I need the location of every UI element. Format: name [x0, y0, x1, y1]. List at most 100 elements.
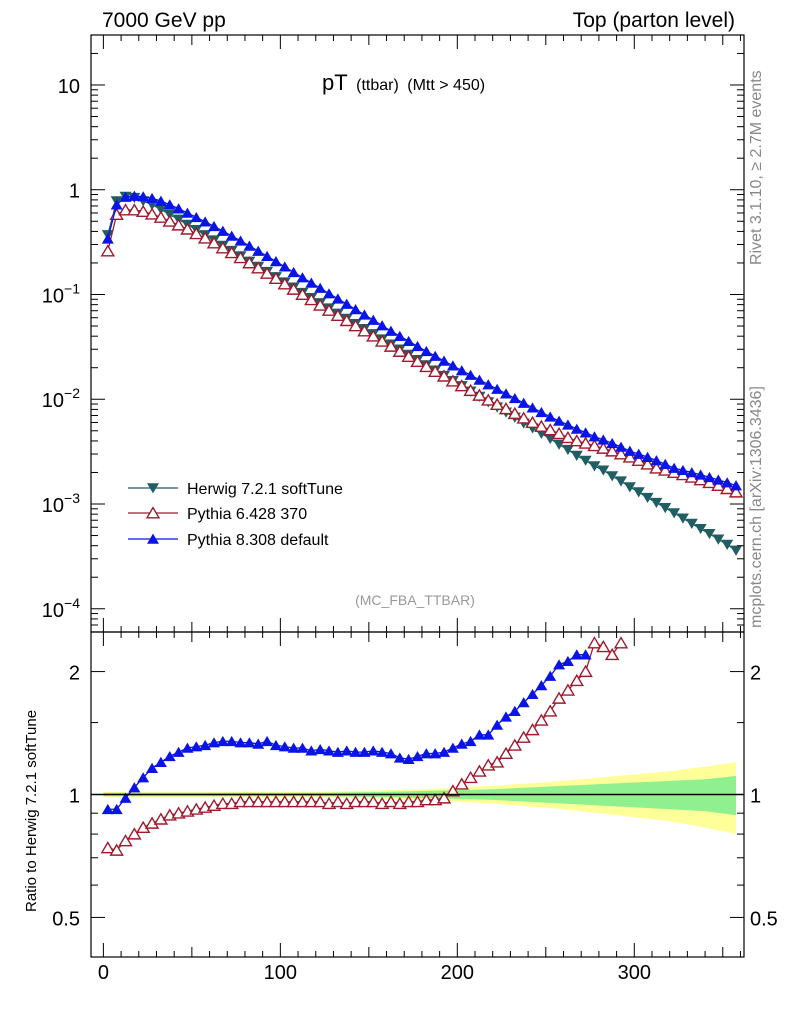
pythia6-marker [640, 457, 655, 470]
ratio-pythia8-marker [367, 745, 380, 756]
ratio-pythia8-marker [473, 729, 486, 740]
pythia8-marker [137, 191, 150, 202]
pythia6-marker [410, 354, 425, 368]
pythia8-marker [278, 261, 291, 272]
pythia8-marker [119, 191, 132, 202]
pythia6-marker [578, 436, 593, 449]
pythia8-marker [526, 402, 539, 413]
ratio-ytick-label-left: 2 [69, 663, 80, 685]
ratio-pythia6-marker [560, 683, 576, 696]
pythia6-marker [507, 406, 523, 420]
ratio-pythia6-marker [100, 841, 116, 854]
pythia6-marker [162, 214, 177, 227]
pythia8-marker [482, 379, 495, 390]
ratio-ytick-label-right: 2 [750, 663, 761, 685]
ratio-pythia8-marker [331, 746, 344, 757]
ratio-pythia6-marker [286, 794, 301, 808]
ratio-pythia6-marker [578, 664, 593, 678]
mcplots-label: mcplots.cern.ch [arXiv:1306.3436] [748, 386, 765, 628]
ratio-pythia6-marker [259, 794, 275, 808]
ratio-pythia8-marker [526, 688, 539, 700]
herwig-marker [694, 523, 707, 535]
ratio-pythia6-line [107, 642, 622, 852]
ratio-ytick-label-right: 1 [750, 786, 761, 808]
pythia6-marker [206, 236, 222, 249]
pythia6-marker [472, 388, 487, 401]
pythia6-marker [100, 244, 116, 257]
ratio-pythia6-marker [330, 794, 346, 808]
ratio-pythia8-marker [358, 746, 371, 757]
legend-marker-pythia6 [145, 506, 161, 519]
pythia6-marker [180, 222, 195, 235]
pythia6-marker [118, 203, 133, 216]
pythia6-marker [463, 383, 478, 397]
ratio-ytick-label-left: 1 [69, 786, 80, 808]
pythia8-marker [446, 360, 459, 371]
ratio-pythia8-marker [323, 745, 336, 756]
ratio-pythia8-marker [314, 743, 327, 755]
ratio-pythia6-marker [366, 794, 381, 808]
main-ytick-label: 10−4 [42, 595, 80, 622]
ratio-pythia8-marker [199, 739, 212, 751]
ratio-pythia8-marker [570, 649, 583, 660]
pythia8-marker [544, 411, 557, 422]
pythia6-marker [613, 447, 629, 460]
herwig-marker [597, 465, 610, 476]
pythia6-series [100, 203, 744, 498]
ratio-pythia6-marker [587, 636, 602, 649]
ratio-pythia6-marker [534, 713, 549, 726]
pythia8-marker [685, 467, 698, 478]
pythia6-marker [321, 303, 337, 316]
legend: Herwig 7.2.1 softTune Pythia 6.428 370 Pyt… [128, 481, 343, 549]
legend-label-herwig: Herwig 7.2.1 softTune [187, 481, 343, 498]
pythia8-marker [163, 199, 176, 210]
pythia6-marker [454, 379, 469, 392]
ratio-pythia6-marker [489, 755, 505, 768]
ratio-pythia8-marker [455, 738, 468, 749]
main-ytick-label: 1 [69, 181, 80, 203]
pythia8-marker [650, 455, 663, 466]
pythia8-marker [561, 419, 574, 430]
herwig-marker [544, 433, 557, 445]
herwig-marker [579, 455, 592, 466]
pythia6-marker [534, 419, 549, 432]
pythia8-marker [632, 448, 645, 459]
ratio-pythia6-marker [348, 794, 363, 808]
legend-marker-herwig [147, 483, 159, 494]
pythia8-marker [659, 458, 672, 469]
pythia6-marker [286, 282, 301, 295]
pythia6-marker [498, 402, 514, 415]
pythia8-marker [340, 298, 353, 309]
pythia8-marker [676, 464, 689, 476]
ratio-pythia6-marker [419, 793, 434, 806]
pythia6-marker [339, 313, 354, 327]
ratio-pythia8-marker [101, 803, 114, 815]
pythia8-marker [623, 445, 636, 456]
pythia8-marker [535, 406, 548, 418]
pythia6-marker [436, 369, 452, 382]
pythia8-marker [694, 469, 707, 480]
ratio-pythia6-marker [118, 834, 133, 847]
herwig-series [101, 191, 743, 556]
ratio-pythia8-marker [482, 729, 495, 740]
herwig-marker [623, 482, 636, 493]
pythia6-marker [604, 444, 620, 457]
pythia8-series [101, 190, 743, 491]
pythia8-marker [349, 304, 362, 315]
pythia6-marker [251, 261, 266, 274]
pythia8-marker [455, 365, 468, 376]
ratio-pythia8-marker [261, 735, 274, 747]
header-energy: 7000 GeV pp [102, 9, 226, 32]
pythia6-marker [560, 430, 576, 444]
pythia8-marker [730, 480, 743, 491]
pythia6-marker [525, 415, 540, 428]
ratio-pythia8-marker [340, 745, 353, 756]
pythia8-marker [101, 233, 114, 244]
pythia6-marker [728, 485, 744, 498]
herwig-marker [154, 204, 167, 215]
pythia6-marker [516, 411, 531, 424]
herwig-marker [730, 545, 743, 556]
ratio-pythia6-marker [472, 764, 487, 777]
main-ytick-label: 10−3 [42, 490, 80, 517]
pythia6-marker [658, 463, 673, 476]
